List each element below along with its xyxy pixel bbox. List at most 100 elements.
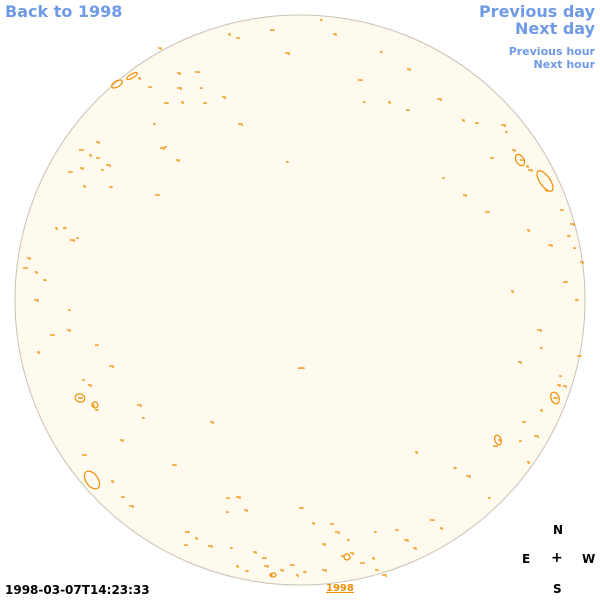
contour-loop [83, 470, 101, 490]
contour-mark [203, 102, 207, 104]
contour-mark [575, 299, 579, 301]
contour-mark [415, 451, 418, 454]
contour-mark [374, 531, 377, 533]
contour-mark [320, 19, 323, 21]
contour-mark [158, 47, 162, 50]
contour-mark [577, 355, 582, 357]
contour-mark [148, 86, 152, 88]
contour-mark [101, 169, 104, 171]
previous-hour-link[interactable]: Previous hour [508, 45, 595, 58]
contour-mark [138, 77, 141, 80]
contour-mark [406, 109, 410, 111]
contour-loop [126, 71, 138, 81]
contour-mark [501, 124, 506, 127]
contour-loop [550, 391, 560, 405]
contour-mark [567, 235, 571, 237]
contour-mark [195, 537, 198, 540]
contour-mark [236, 565, 239, 568]
contour-mark [299, 507, 304, 509]
year-link[interactable]: 1998 [326, 583, 354, 594]
contour-mark [270, 574, 273, 576]
contour-mark [322, 543, 326, 546]
contour-mark [463, 194, 467, 197]
contour-mark [286, 161, 289, 163]
previous-day-link[interactable]: Previous day [478, 2, 595, 21]
contour-mark [78, 397, 83, 399]
contour-mark [88, 384, 92, 387]
contour-mark [511, 290, 514, 293]
contour-mark [82, 454, 87, 456]
contour-mark [528, 169, 533, 172]
contour-mark [80, 167, 84, 170]
contour-mark [437, 98, 442, 101]
contour-mark [195, 71, 200, 73]
contour-mark [430, 519, 435, 521]
contour-mark [300, 367, 305, 369]
contour-mark [37, 351, 40, 354]
contour-mark [92, 404, 95, 407]
contour-mark [208, 545, 213, 548]
contour-mark [121, 496, 125, 498]
next-day-link[interactable]: Next day [515, 19, 595, 38]
contour-loop [494, 434, 502, 446]
contour-mark [563, 281, 568, 283]
contour-mark [466, 475, 471, 478]
contour-loop [110, 79, 124, 89]
observation-timestamp: 1998-03-07T14:23:33 [5, 583, 150, 597]
contour-mark [512, 149, 516, 152]
contour-mark [236, 496, 241, 499]
contour-mark [347, 539, 350, 541]
contour-mark [573, 247, 576, 249]
contour-mark [95, 409, 99, 411]
contour-mark [95, 344, 99, 346]
compass-west: W [582, 552, 596, 566]
contour-mark [226, 497, 230, 499]
contour-mark [34, 299, 39, 302]
contour-mark [559, 375, 562, 377]
contour-mark [160, 147, 165, 150]
contour-mark [285, 52, 290, 55]
contour-mark [526, 165, 529, 168]
contour-mark [270, 29, 275, 31]
contour-mark [155, 194, 160, 196]
contour-mark [360, 562, 365, 564]
contour-mark [580, 261, 584, 264]
contour-mark [96, 141, 100, 144]
contour-mark [76, 237, 79, 239]
contour-mark [540, 409, 543, 412]
contour-mark [563, 385, 567, 388]
contour-mark [475, 122, 479, 124]
contour-loop [343, 553, 351, 561]
contour-mark [236, 37, 240, 39]
back-to-year-link[interactable]: Back to 1998 [5, 2, 123, 21]
contour-mark [238, 123, 243, 126]
compass-north: N [553, 523, 564, 537]
contour-mark [164, 146, 167, 148]
contour-mark [153, 123, 156, 125]
contour-mark [82, 379, 85, 381]
next-hour-link[interactable]: Next hour [533, 58, 596, 71]
contour-mark [442, 177, 445, 179]
contour-mark [111, 480, 114, 483]
contour-mark [68, 171, 73, 173]
contour-mark [534, 435, 539, 438]
contour-mark [363, 101, 366, 103]
contour-mark [137, 404, 142, 407]
contour-mark [79, 149, 84, 151]
contour-loop [91, 401, 99, 409]
contour-mark [253, 551, 257, 554]
contour-mark [23, 267, 28, 269]
contour-mark [570, 223, 575, 226]
contour-mark [228, 33, 231, 36]
contour-mark [67, 329, 71, 332]
contour-mark [350, 552, 354, 555]
contour-mark [296, 574, 299, 577]
contour-mark [404, 539, 409, 542]
contour-mark [280, 569, 284, 572]
contour-mark [462, 119, 465, 122]
contour-mark [35, 271, 38, 274]
contour-mark [27, 257, 31, 260]
contour-mark [548, 244, 553, 247]
contour-mark [330, 523, 334, 525]
